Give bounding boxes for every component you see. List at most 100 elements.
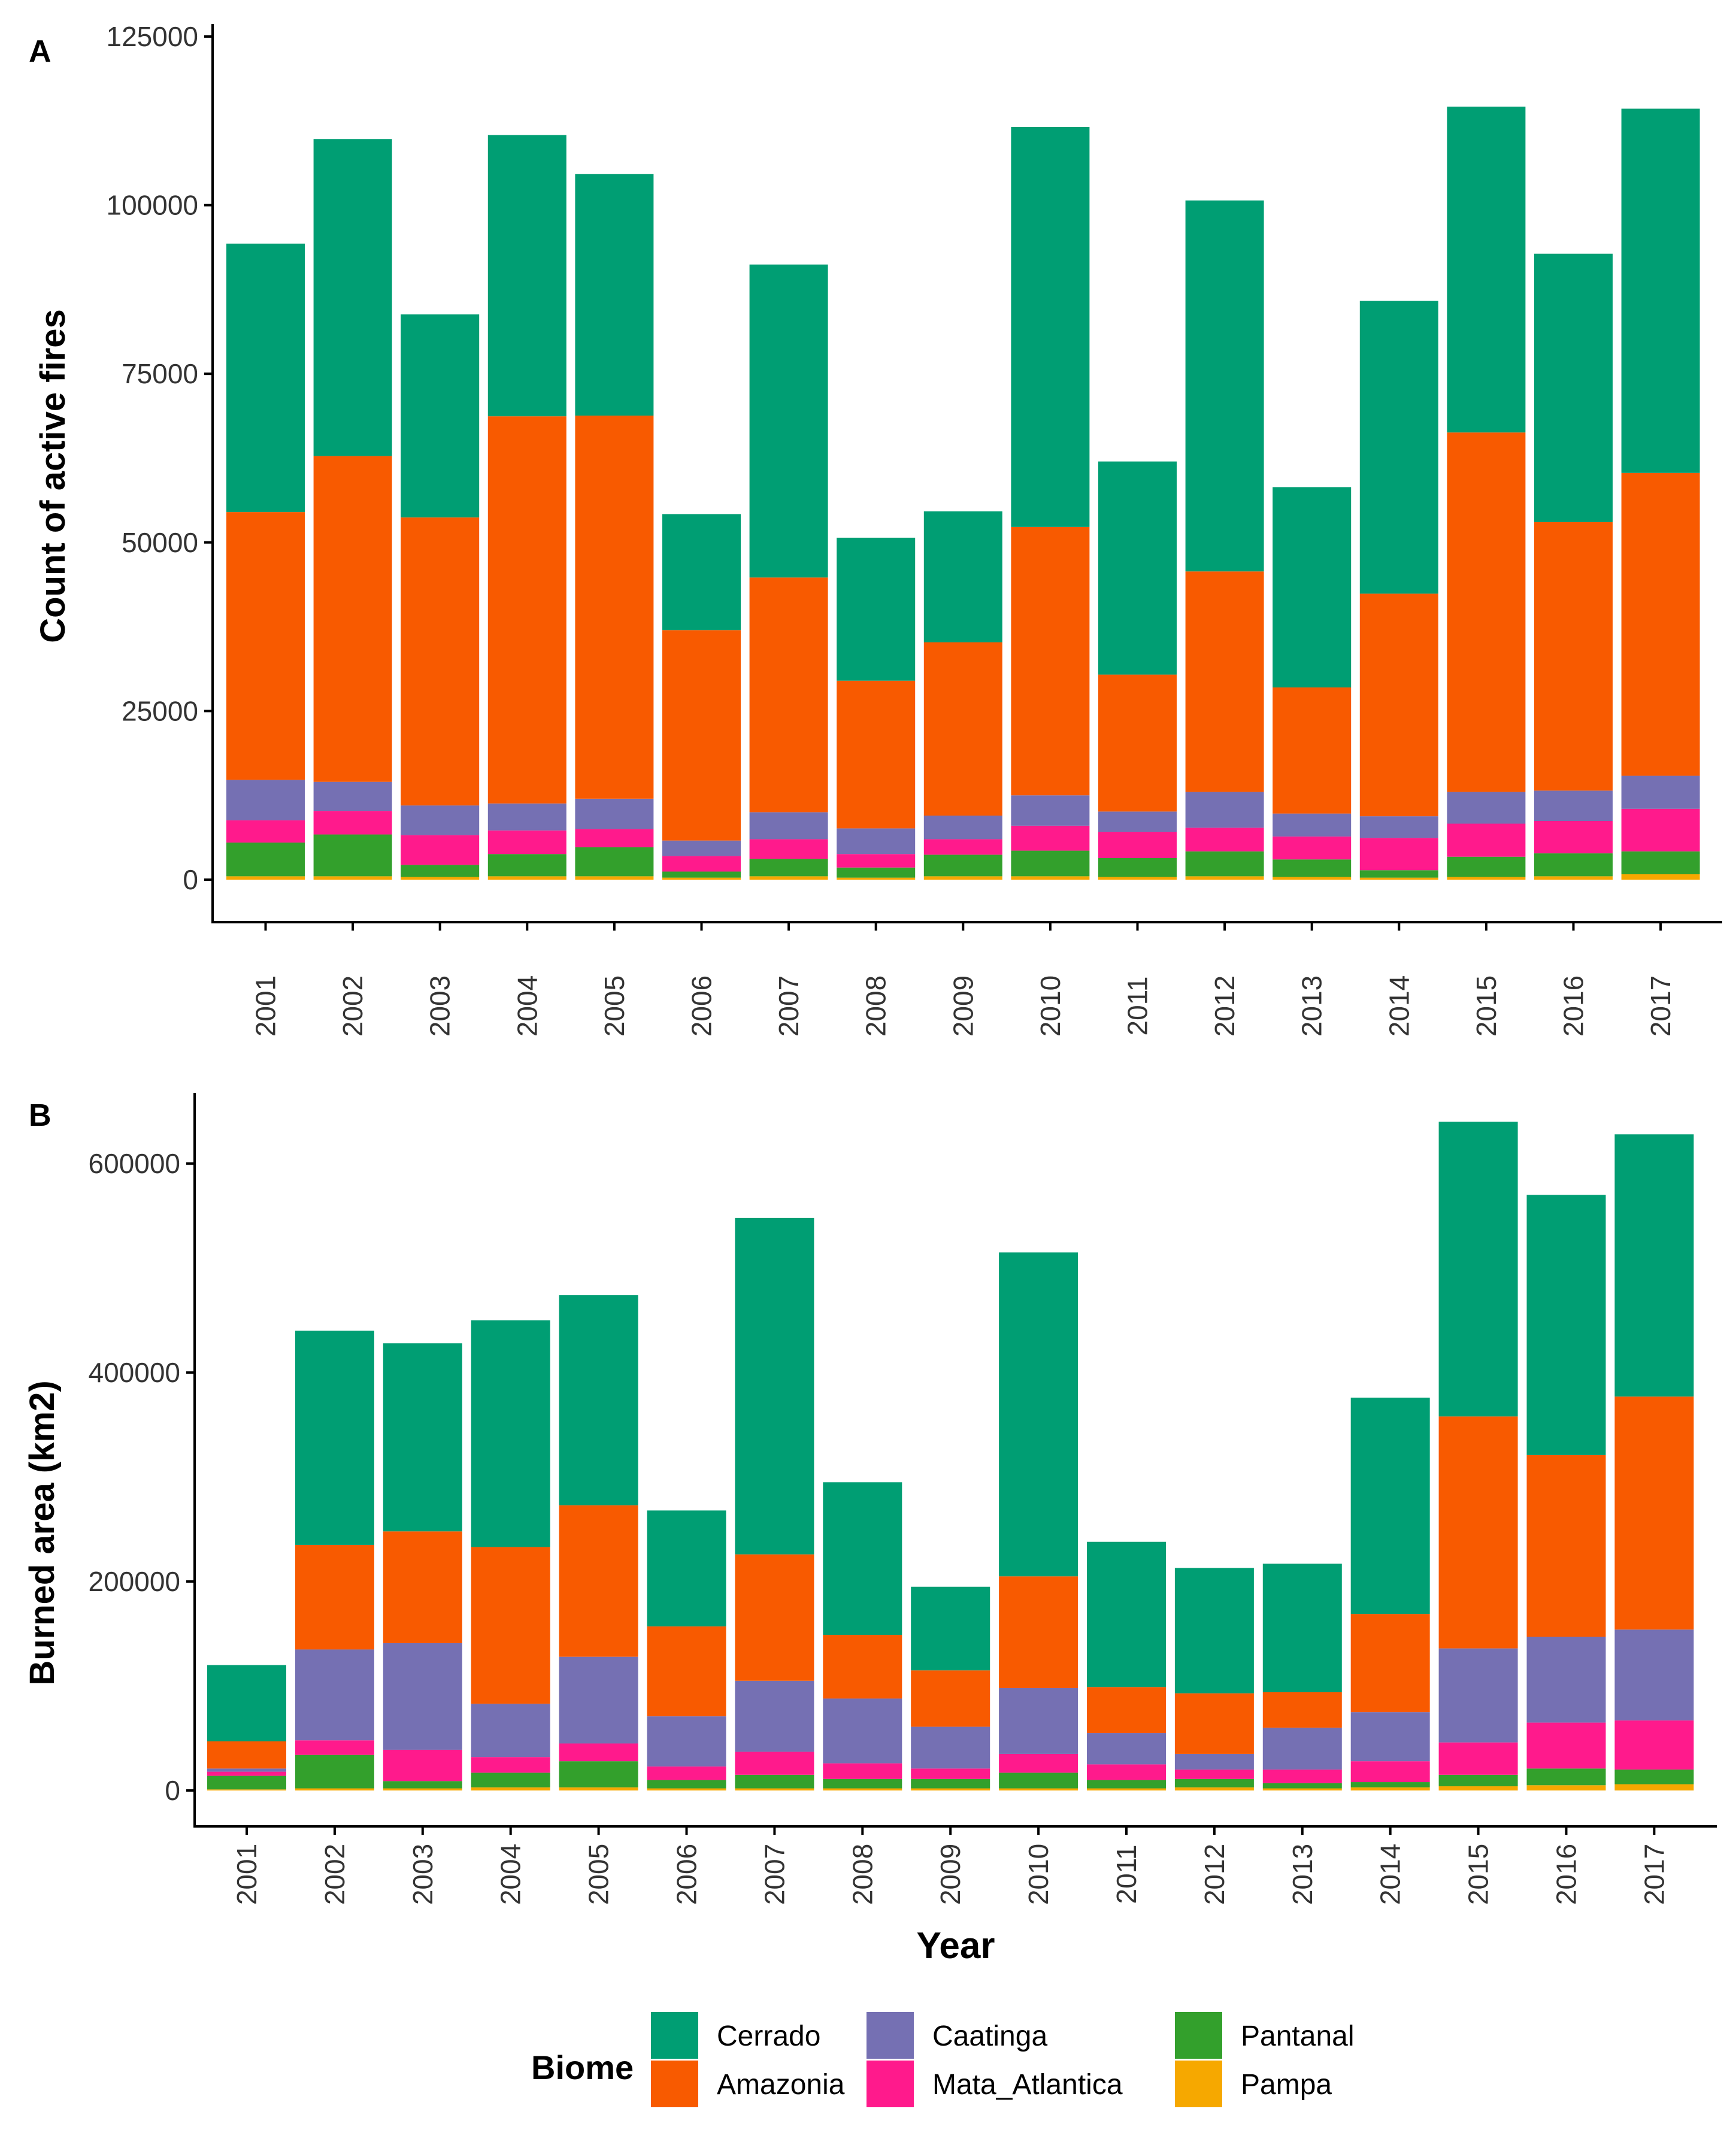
panel-b-bar-mata-atlantica-2001 [207, 1771, 286, 1776]
panel-b-bar-caatinga-2014 [1350, 1712, 1430, 1762]
panel-b-x-tick-label: 2011 [1111, 1845, 1142, 1904]
panel-a-bar-pampa-2016 [1534, 876, 1613, 880]
panel-b-bar-cerrado-2010 [999, 1252, 1078, 1577]
panel-a-bar-caatinga-2013 [1273, 813, 1352, 837]
panel-a-y-tick-label: 100000 [107, 190, 199, 221]
panel-a-bar-pantanal-2002 [313, 834, 392, 877]
panel-a-bar-pampa-2007 [749, 876, 828, 880]
panel-a-x-tick-label: 2004 [511, 975, 543, 1037]
panel-a-bar-caatinga-2006 [662, 840, 741, 856]
panel-b-bar-caatinga-2013 [1262, 1728, 1342, 1770]
panel-b-bar-pantanal-2001 [207, 1775, 286, 1790]
legend-label: Pampa [1241, 2069, 1332, 2101]
panel-b-bar-amazonia-2002 [295, 1544, 374, 1650]
panel-b-bar-mata-atlantica-2010 [999, 1753, 1078, 1773]
panel-a-y-tick-label: 0 [183, 864, 198, 895]
panel-a-x-tick-label: 2006 [686, 975, 717, 1037]
panel-a-bar-mata-atlantica-2002 [313, 811, 392, 835]
legend-title: Biome [531, 2049, 634, 2086]
panel-b-bar-pantanal-2004 [471, 1773, 550, 1787]
panel-b-bar-amazonia-2016 [1526, 1455, 1606, 1637]
panel-a-bar-mata-atlantica-2005 [575, 829, 654, 847]
panel-b-bar-pampa-2004 [471, 1787, 550, 1790]
panel-a-bar-cerrado-2011 [1098, 461, 1177, 675]
panel-a-bar-amazonia-2005 [575, 416, 654, 799]
panel-b-bar-pantanal-2011 [1087, 1780, 1166, 1789]
panel-a-bar-pampa-2001 [226, 876, 305, 880]
panel-b-bar-cerrado-2015 [1438, 1122, 1518, 1417]
panel-b-bar-caatinga-2003 [383, 1643, 462, 1750]
legend-label: Caatinga [932, 2020, 1047, 2052]
legend-swatch [867, 2061, 914, 2107]
panel-b-bar-caatinga-2002 [295, 1649, 374, 1741]
panel-a-bar-cerrado-2004 [487, 135, 566, 417]
panel-b-bar-mata-atlantica-2008 [823, 1763, 902, 1779]
panel-a-bar-caatinga-2015 [1447, 792, 1526, 824]
panel-a-bar-pantanal-2004 [487, 854, 566, 877]
panel-b-x-tick-label: 2012 [1199, 1844, 1230, 1905]
panel-b-bar-caatinga-2007 [735, 1680, 814, 1752]
legend-item-amazonia: Amazonia [651, 2061, 845, 2107]
panel-a-bar-caatinga-2005 [575, 798, 654, 829]
panel-a-bar-cerrado-2017 [1621, 108, 1700, 473]
panel-a-bar-mata-atlantica-2009 [923, 839, 1002, 855]
panel-b-bar-mata-atlantica-2013 [1262, 1770, 1342, 1783]
panel-b-bar-cerrado-2002 [295, 1331, 374, 1545]
panel-b-bar-amazonia-2010 [999, 1576, 1078, 1689]
panel-b-bar-mata-atlantica-2017 [1614, 1720, 1694, 1770]
panel-a-bar-pantanal-2013 [1273, 859, 1352, 877]
panel-a-bar-cerrado-2009 [923, 511, 1002, 643]
panel-b-bar-amazonia-2005 [559, 1505, 638, 1657]
panel-a-bar-pantanal-2012 [1185, 851, 1264, 877]
panel-a-bar-caatinga-2012 [1185, 792, 1264, 828]
panel-a-y-tick-label: 125000 [107, 21, 199, 52]
panel-a-bar-pampa-2003 [401, 877, 480, 880]
panel-b-bar-amazonia-2013 [1262, 1692, 1342, 1728]
panel-a-bar-caatinga-2004 [487, 803, 566, 831]
panel-b-x-tick-label: 2009 [935, 1844, 966, 1905]
panel-a-bar-amazonia-2013 [1273, 687, 1352, 814]
panel-a-bar-pantanal-2003 [401, 865, 480, 877]
panel-b-bar-cerrado-2011 [1087, 1541, 1166, 1687]
panel-b-chart: B Burned area (km2) 0200000400000600000 … [23, 1093, 1717, 1967]
panel-a-bar-amazonia-2002 [313, 456, 392, 782]
panel-a-x-tick-label: 2005 [599, 975, 630, 1037]
panel-b-bar-mata-atlantica-2012 [1174, 1770, 1254, 1779]
legend-item-mata-atlantica: Mata_Atlantica [867, 2061, 1123, 2107]
panel-a-bar-pampa-2014 [1359, 877, 1438, 880]
panel-a-bar-mata-atlantica-2012 [1185, 828, 1264, 852]
panel-a-bar-pampa-2008 [837, 877, 916, 880]
panel-b-bar-pampa-2011 [1087, 1788, 1166, 1790]
panel-a-bar-cerrado-2012 [1185, 200, 1264, 572]
panel-a-chart: A Count of active fires 0 25000 50000 75000… [29, 21, 1722, 1037]
panel-b-bar-pampa-2007 [735, 1788, 814, 1790]
panel-b-bar-caatinga-2010 [999, 1688, 1078, 1754]
panel-a-bar-caatinga-2010 [1011, 795, 1090, 826]
panel-b-bar-mata-atlantica-2011 [1087, 1764, 1166, 1780]
panel-b-bar-amazonia-2011 [1087, 1687, 1166, 1734]
panel-a-bar-amazonia-2001 [226, 512, 305, 780]
panel-b-x-tick-label: 2004 [495, 1844, 526, 1905]
panel-b-bar-pampa-2013 [1262, 1788, 1342, 1790]
panel-b-bar-mata-atlantica-2003 [383, 1749, 462, 1781]
panel-b-x-tick-label: 2017 [1638, 1844, 1670, 1905]
panel-b-bar-pampa-2015 [1438, 1786, 1518, 1790]
panel-b-bar-amazonia-2008 [823, 1635, 902, 1699]
panel-b-y-axis-title: Burned area (km2) [23, 1380, 62, 1685]
panel-a-bar-pantanal-2008 [837, 867, 916, 878]
panel-a-bar-amazonia-2016 [1534, 522, 1613, 791]
panel-a-bar-mata-atlantica-2017 [1621, 808, 1700, 852]
panel-a-bar-cerrado-2016 [1534, 253, 1613, 523]
panel-b-bar-pampa-2009 [911, 1788, 990, 1790]
panel-b-bar-pampa-2002 [295, 1788, 374, 1790]
panel-b-bar-pampa-2008 [823, 1788, 902, 1790]
panel-b-bar-amazonia-2017 [1614, 1396, 1694, 1630]
panel-a-bar-pampa-2009 [923, 876, 1002, 880]
panel-a-bar-pantanal-2010 [1011, 850, 1090, 877]
panel-b-bar-mata-atlantica-2015 [1438, 1742, 1518, 1775]
panel-b-y-tick-label: 200000 [89, 1566, 181, 1597]
panel-b-y-tick-label: 0 [165, 1775, 180, 1806]
panel-a-bar-pampa-2013 [1273, 877, 1352, 880]
legend-swatch [867, 2012, 914, 2059]
panel-a-bar-cerrado-2013 [1273, 487, 1352, 687]
